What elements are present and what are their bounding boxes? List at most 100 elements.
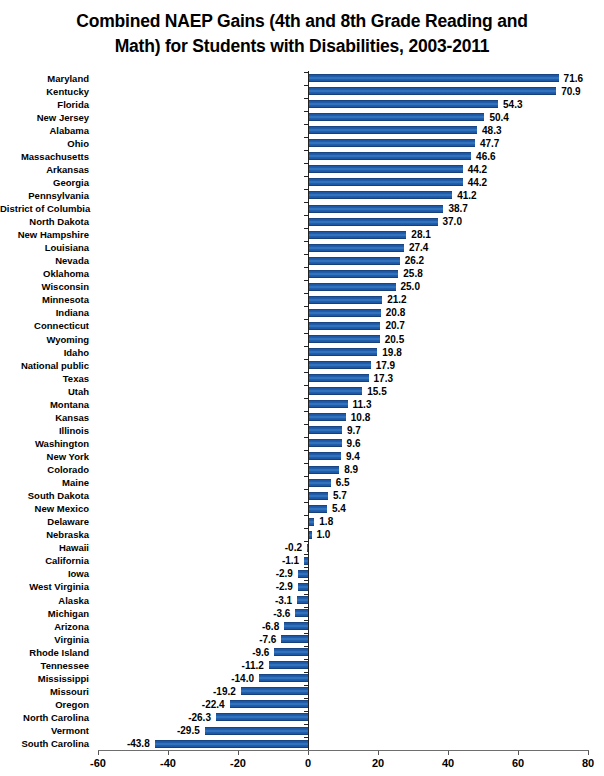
value-label: -9.6 bbox=[252, 646, 269, 659]
value-axis-tick-label: 80 bbox=[568, 757, 604, 769]
category-label: Illinois bbox=[0, 424, 89, 437]
bar bbox=[308, 466, 339, 474]
value-label: -2.9 bbox=[276, 580, 293, 593]
value-label: 1.8 bbox=[319, 515, 333, 528]
bar bbox=[308, 400, 348, 408]
value-axis-tick bbox=[168, 751, 169, 755]
category-axis-tick bbox=[304, 359, 308, 360]
category-axis-tick bbox=[304, 98, 308, 99]
category-axis-tick bbox=[304, 150, 308, 151]
value-label: -0.2 bbox=[285, 541, 302, 554]
category-label: Idaho bbox=[0, 346, 89, 359]
value-label: 50.4 bbox=[489, 111, 508, 124]
value-label: -43.8 bbox=[127, 737, 150, 750]
value-axis-tick-label: -60 bbox=[78, 757, 118, 769]
bar bbox=[298, 570, 308, 578]
category-axis-tick bbox=[304, 620, 308, 621]
category-label: Montana bbox=[0, 398, 89, 411]
category-axis-tick bbox=[304, 737, 308, 738]
category-axis-tick bbox=[304, 672, 308, 673]
category-label: Oklahoma bbox=[0, 267, 89, 280]
bar bbox=[281, 635, 308, 643]
category-label: Nebraska bbox=[0, 528, 89, 541]
category-label: Oregon bbox=[0, 698, 89, 711]
value-label: 20.7 bbox=[385, 319, 404, 332]
bar bbox=[308, 374, 369, 382]
value-axis-tick bbox=[448, 751, 449, 755]
category-label: Texas bbox=[0, 372, 89, 385]
category-axis-tick bbox=[304, 463, 308, 464]
category-axis-tick bbox=[304, 515, 308, 516]
value-label: 9.4 bbox=[346, 450, 360, 463]
value-axis-tick bbox=[518, 751, 519, 755]
value-label: -6.8 bbox=[262, 620, 279, 633]
category-label: Wisconsin bbox=[0, 280, 89, 293]
category-label: Nevada bbox=[0, 254, 89, 267]
category-axis-tick bbox=[304, 202, 308, 203]
value-label: 71.6 bbox=[564, 72, 583, 85]
category-axis-tick bbox=[304, 228, 308, 229]
category-label: Connecticut bbox=[0, 319, 89, 332]
value-label: 44.2 bbox=[468, 163, 487, 176]
category-axis-tick bbox=[304, 137, 308, 138]
category-label: Arkansas bbox=[0, 163, 89, 176]
bar bbox=[230, 700, 308, 708]
category-label: Kansas bbox=[0, 411, 89, 424]
category-label: Rhode Island bbox=[0, 646, 89, 659]
category-axis-tick bbox=[304, 711, 308, 712]
value-label: 20.5 bbox=[385, 333, 404, 346]
bar bbox=[308, 126, 477, 134]
value-axis-tick bbox=[378, 751, 379, 755]
category-axis-tick bbox=[304, 176, 308, 177]
bar bbox=[205, 727, 308, 735]
bar bbox=[284, 622, 308, 630]
category-label: Utah bbox=[0, 385, 89, 398]
value-label: 25.8 bbox=[403, 267, 422, 280]
bar bbox=[308, 452, 341, 460]
value-label: 48.3 bbox=[482, 124, 501, 137]
category-axis-tick bbox=[304, 528, 308, 529]
value-label: 9.6 bbox=[347, 437, 361, 450]
bar bbox=[295, 609, 308, 617]
category-label: Minnesota bbox=[0, 293, 89, 306]
value-label: 5.4 bbox=[332, 502, 346, 515]
category-axis-tick bbox=[304, 319, 308, 320]
category-label: Iowa bbox=[0, 567, 89, 580]
value-label: 20.8 bbox=[386, 306, 405, 319]
category-axis-tick bbox=[304, 372, 308, 373]
category-label: Michigan bbox=[0, 607, 89, 620]
bar bbox=[308, 74, 559, 82]
category-axis-tick bbox=[304, 607, 308, 608]
value-label: 26.2 bbox=[405, 254, 424, 267]
bar bbox=[308, 492, 328, 500]
category-axis-tick bbox=[304, 450, 308, 451]
category-axis-line bbox=[308, 71, 309, 750]
bar bbox=[298, 583, 308, 591]
value-axis-tick bbox=[98, 751, 99, 755]
category-label: Washington bbox=[0, 437, 89, 450]
bar bbox=[308, 322, 380, 330]
bar bbox=[308, 309, 381, 317]
value-label: -1.1 bbox=[282, 554, 299, 567]
value-label: 28.1 bbox=[411, 228, 430, 241]
value-axis-tick bbox=[308, 751, 309, 755]
bar bbox=[308, 152, 471, 160]
category-axis-tick bbox=[304, 293, 308, 294]
value-label: 21.2 bbox=[387, 293, 406, 306]
value-label: 44.2 bbox=[468, 176, 487, 189]
bar bbox=[308, 361, 371, 369]
category-label: Massachusetts bbox=[0, 150, 89, 163]
category-axis-tick bbox=[304, 189, 308, 190]
bar bbox=[308, 348, 377, 356]
value-label: 8.9 bbox=[344, 463, 358, 476]
value-axis-tick-label: 0 bbox=[288, 757, 328, 769]
category-axis-tick bbox=[304, 333, 308, 334]
category-label: Georgia bbox=[0, 176, 89, 189]
category-label: South Carolina bbox=[0, 737, 89, 750]
bar bbox=[308, 231, 406, 239]
value-label: 9.7 bbox=[347, 424, 361, 437]
category-label: District of Columbia bbox=[0, 202, 89, 215]
value-label: 10.8 bbox=[351, 411, 370, 424]
value-label: -3.1 bbox=[275, 594, 292, 607]
category-axis-tick bbox=[304, 111, 308, 112]
